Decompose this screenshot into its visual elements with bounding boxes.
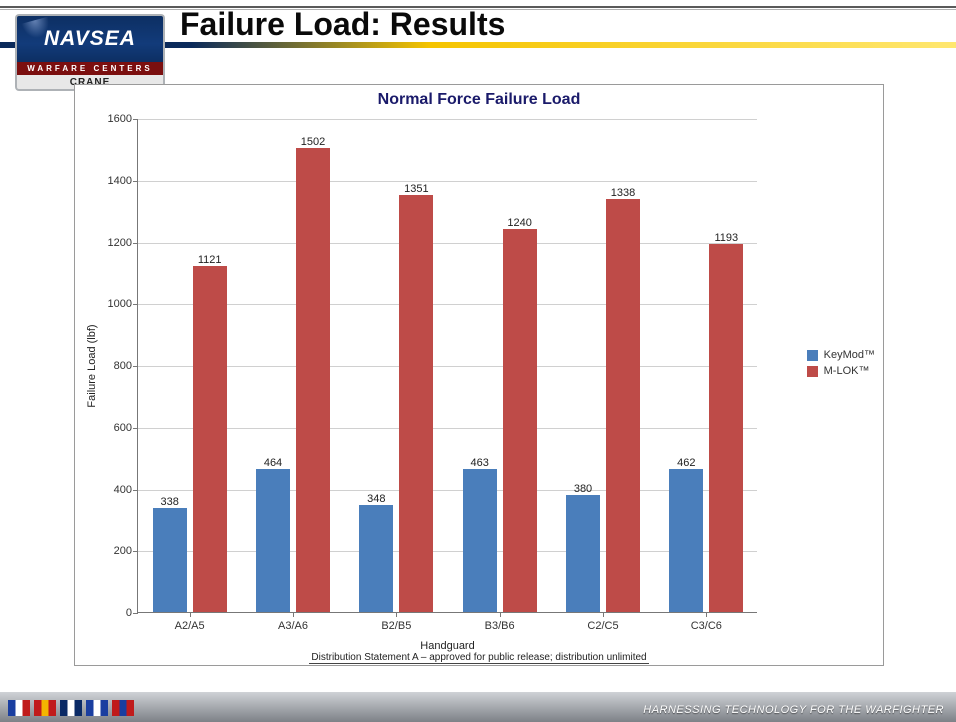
chart-gridline	[138, 181, 757, 182]
chart-title: Normal Force Failure Load	[75, 91, 883, 109]
chart-xtick-label: C2/C5	[587, 620, 618, 632]
chart-ytick-mark	[133, 366, 138, 367]
chart-bar: 380	[566, 495, 600, 612]
logo-warfare-centers: WARFARE CENTERS	[15, 62, 165, 75]
chart-category-group: 4641502A3/A6	[256, 148, 330, 612]
chart-bar-value: 463	[470, 457, 488, 469]
chart-xtick-mark	[500, 612, 501, 617]
chart-xtick-label: B2/B5	[381, 620, 411, 632]
chart-bar: 338	[153, 508, 187, 612]
chart-category-group: 3801338C2/C5	[566, 199, 640, 612]
signal-flag-icon	[34, 700, 56, 716]
chart-gridline	[138, 119, 757, 120]
chart-xtick-mark	[706, 612, 707, 617]
chart-bar: 1193	[709, 244, 743, 612]
chart-ytick-mark	[133, 181, 138, 182]
legend-label: KeyMod™	[824, 349, 875, 361]
chart-gridline	[138, 304, 757, 305]
footer-tagline: HARNESSING TECHNOLOGY FOR THE WARFIGHTER	[643, 704, 944, 716]
chart-xtick-label: A3/A6	[278, 620, 308, 632]
chart-bar: 1121	[193, 266, 227, 612]
chart-ytick: 1200	[94, 237, 132, 249]
chart-bar-value: 348	[367, 493, 385, 505]
legend-swatch	[807, 350, 818, 361]
chart-category-group: 3481351B2/B5	[359, 195, 433, 612]
signal-flag-icon	[8, 700, 30, 716]
chart-ytick-mark	[133, 490, 138, 491]
chart-gridline	[138, 428, 757, 429]
legend-item: M-LOK™	[807, 365, 875, 377]
chart-ytick: 800	[94, 360, 132, 372]
chart-xtick-mark	[190, 612, 191, 617]
chart-ytick: 1000	[94, 298, 132, 310]
chart-bar-value: 1351	[404, 183, 428, 195]
legend-label: M-LOK™	[824, 365, 870, 377]
slide: NAVSEA WARFARE CENTERS CRANE Failure Loa…	[0, 0, 956, 722]
chart-bar-value: 1193	[715, 232, 739, 244]
chart-gridline	[138, 243, 757, 244]
signal-flag-icon	[112, 700, 134, 716]
chart-legend: KeyMod™ M-LOK™	[807, 345, 875, 381]
chart-bar: 463	[463, 469, 497, 612]
chart-ytick-mark	[133, 243, 138, 244]
chart-ytick: 1400	[94, 175, 132, 187]
chart-plot-area: Failure Load (lbf) Handguard 02004006008…	[137, 119, 757, 613]
chart-gridline	[138, 366, 757, 367]
chart-ytick: 0	[94, 607, 132, 619]
logo-name: NAVSEA	[15, 14, 165, 62]
signal-flag-icon	[86, 700, 108, 716]
chart-gridline	[138, 490, 757, 491]
chart-xtick-mark	[603, 612, 604, 617]
chart-category-group: 4621193C3/C6	[669, 244, 743, 612]
chart-xtick-label: C3/C6	[691, 620, 722, 632]
signal-flags	[8, 700, 134, 716]
chart-ytick-mark	[133, 119, 138, 120]
slide-title: Failure Load: Results	[180, 6, 505, 43]
chart-bar: 464	[256, 469, 290, 612]
chart-bar-value: 462	[677, 457, 695, 469]
legend-item: KeyMod™	[807, 349, 875, 361]
chart-xtick-label: B3/B6	[485, 620, 515, 632]
chart-bar-value: 1121	[198, 254, 222, 266]
chart-gridline	[138, 551, 757, 552]
chart-category-group: 3381121A2/A5	[153, 266, 227, 612]
chart-xlabel: Handguard	[138, 640, 757, 652]
signal-flag-icon	[60, 700, 82, 716]
chart-bar-value: 1240	[507, 217, 531, 229]
distribution-statement: Distribution Statement A – approved for …	[75, 652, 883, 663]
chart-bar-value: 1338	[611, 187, 635, 199]
chart-bar-value: 1502	[301, 136, 325, 148]
chart-container: Normal Force Failure Load Failure Load (…	[74, 84, 884, 666]
chart-bar-value: 338	[160, 496, 178, 508]
chart-bar: 1240	[503, 229, 537, 612]
chart-ytick: 1600	[94, 113, 132, 125]
chart-ytick-mark	[133, 428, 138, 429]
chart-xtick-mark	[396, 612, 397, 617]
navsea-logo: NAVSEA WARFARE CENTERS CRANE	[15, 14, 165, 91]
chart-ytick-mark	[133, 613, 138, 614]
chart-bar-value: 380	[574, 483, 592, 495]
chart-bar-value: 464	[264, 457, 282, 469]
chart-ytick: 600	[94, 422, 132, 434]
legend-swatch	[807, 366, 818, 377]
chart-ytick-mark	[133, 551, 138, 552]
chart-ytick-mark	[133, 304, 138, 305]
chart-category-group: 4631240B3/B6	[463, 229, 537, 612]
chart-ytick: 200	[94, 545, 132, 557]
chart-xtick-label: A2/A5	[175, 620, 205, 632]
chart-xtick-mark	[293, 612, 294, 617]
distribution-text: Distribution Statement A – approved for …	[309, 652, 648, 664]
chart-bar: 1502	[296, 148, 330, 612]
chart-bar: 462	[669, 469, 703, 612]
footer-bar: HARNESSING TECHNOLOGY FOR THE WARFIGHTER	[0, 692, 956, 722]
chart-bar: 348	[359, 505, 393, 612]
chart-ytick: 400	[94, 484, 132, 496]
chart-bar: 1338	[606, 199, 640, 612]
chart-bar: 1351	[399, 195, 433, 612]
